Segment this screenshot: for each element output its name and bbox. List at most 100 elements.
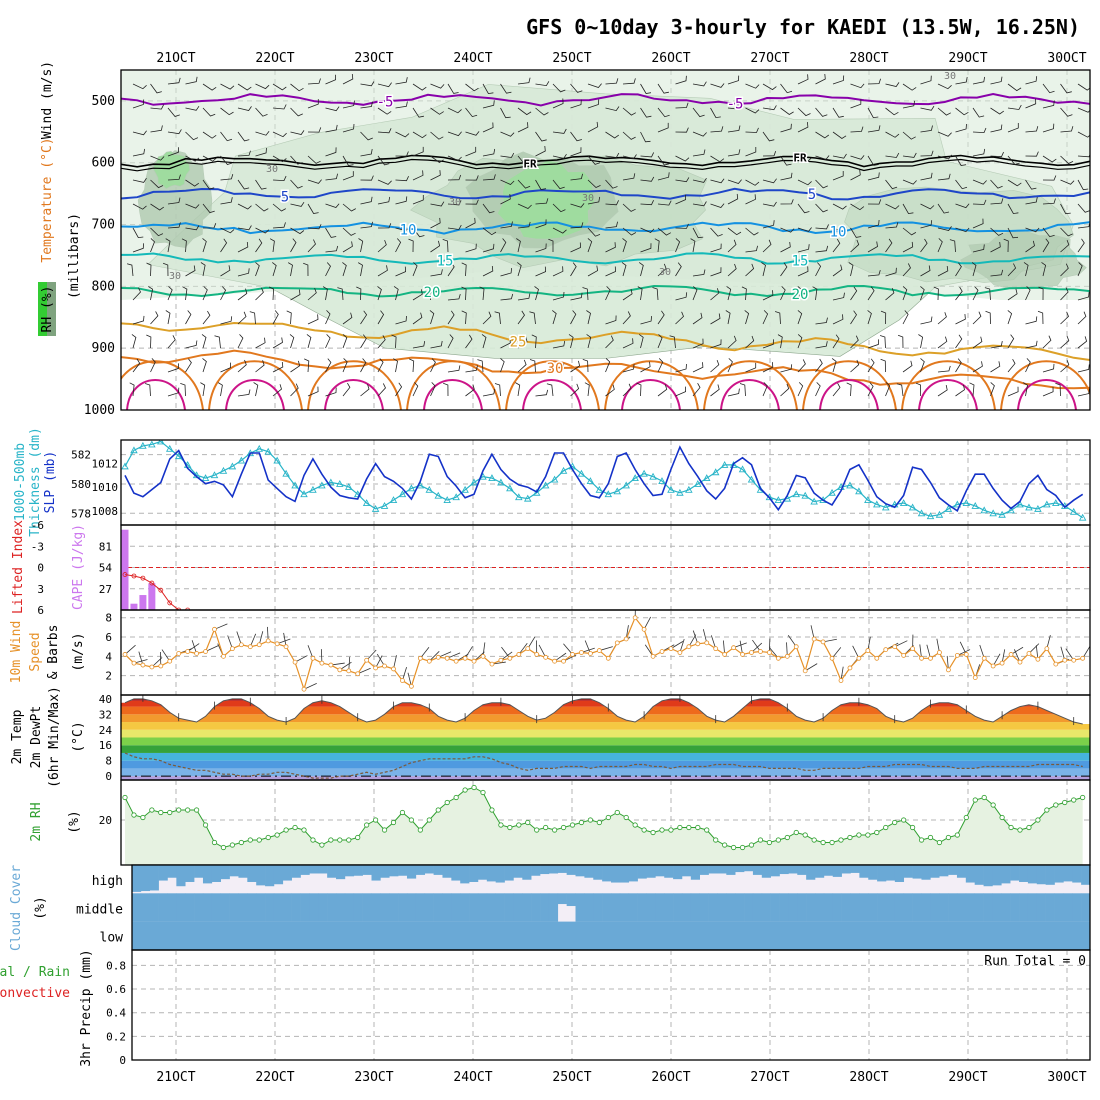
wind-barb <box>605 152 620 158</box>
wind-barb <box>846 382 852 397</box>
wind-barb <box>797 227 812 232</box>
wind-barb <box>867 172 880 181</box>
cloud-high-cell <box>717 865 727 874</box>
wind-barb <box>430 240 441 253</box>
wind-barb <box>985 310 991 325</box>
rh2m-point <box>202 822 209 828</box>
thickness-point <box>291 481 299 489</box>
wind-barb <box>657 155 670 166</box>
wind-barb <box>896 383 904 397</box>
rh2m-point <box>874 829 880 836</box>
cloud-high-cell <box>1001 865 1011 884</box>
wind-barb <box>150 227 164 237</box>
wind-barb <box>815 262 822 277</box>
rh2m-point <box>999 814 1005 821</box>
wind-barb <box>867 155 879 166</box>
wind-barb <box>990 76 1003 85</box>
wind-barb <box>605 242 616 253</box>
wind-barb <box>377 383 386 397</box>
wind-barb <box>165 310 171 325</box>
wind-barb <box>307 314 319 325</box>
wind-barb <box>780 262 788 277</box>
wind-barb <box>638 262 644 277</box>
cloud-middle-cell <box>965 893 975 922</box>
cape-bar <box>130 603 138 610</box>
wind10m-speed-point <box>337 667 343 673</box>
x-tick-label-bottom: 25OCT <box>552 1070 591 1085</box>
wind-barb <box>657 107 670 118</box>
rh2m-point <box>883 824 889 831</box>
thickness-point <box>515 493 523 501</box>
wind-barb <box>342 155 354 166</box>
x-tick-label-bottom: 30OCT <box>1047 1070 1086 1085</box>
wind-barb <box>972 199 987 205</box>
wind-barb <box>937 107 951 116</box>
thickness-point <box>389 496 398 504</box>
surface-temperature-loop <box>819 379 879 410</box>
wind-barb <box>447 200 462 206</box>
wind-barb <box>692 312 703 325</box>
rh2m-point <box>614 809 620 816</box>
wind-barb <box>885 131 900 138</box>
wind-barb <box>955 384 965 397</box>
wind-barb <box>517 107 532 116</box>
wind10m-speed-point <box>167 658 173 664</box>
cloud-middle-cell <box>868 893 878 922</box>
wind-barb <box>1022 382 1028 397</box>
cloud-middle-cell <box>247 893 257 922</box>
wind-barb <box>586 310 591 325</box>
cloud-middle-cell <box>566 893 576 907</box>
rh2m-point <box>1080 794 1086 801</box>
thickness-point <box>1016 500 1024 508</box>
thickness-point <box>855 487 863 495</box>
thickness-point <box>613 487 622 495</box>
temperature-contour-label: 30 <box>547 361 564 377</box>
rh2m-point <box>587 817 594 823</box>
cloud-high-cell <box>371 865 381 881</box>
wind-barb <box>337 287 344 301</box>
wind-barb <box>990 151 1004 158</box>
wind-barb <box>202 223 217 229</box>
rh2m-point <box>274 832 280 838</box>
wind-barb <box>1025 240 1035 253</box>
wind-barb <box>692 269 706 277</box>
rh2m-point <box>337 837 343 843</box>
lifted-index-point <box>122 572 128 577</box>
thickness-point <box>774 496 783 504</box>
wind-barb <box>797 266 809 277</box>
thickness-point <box>595 485 604 493</box>
wind-barb <box>920 265 931 277</box>
x-axis-top: 21OCT 22OCT 23OCT 24OCT 25OCT 26OCT 27OCT 28OCT… <box>156 51 1086 66</box>
wind10m-speed-point <box>605 655 611 661</box>
temperature-contour <box>121 187 1090 201</box>
temperature-contour-label: 20 <box>424 285 441 301</box>
cloud-high-cell <box>415 865 426 875</box>
wind-barb <box>1025 76 1038 85</box>
cloud-high-cell <box>602 865 612 882</box>
wind10m-speed-point <box>954 652 960 658</box>
wind-barb <box>636 382 642 397</box>
wind-barb <box>479 286 485 301</box>
wind-barb <box>430 269 443 277</box>
rh2m-point <box>704 827 710 833</box>
cloud-middle-cell <box>593 893 603 922</box>
wind-barb <box>692 81 707 87</box>
wind-barb <box>185 340 198 349</box>
wind10m-speed-point <box>802 668 808 674</box>
wind-barb <box>255 227 270 234</box>
cloud-middle-cell <box>548 893 559 922</box>
wind-barb <box>587 238 593 253</box>
wind-barb <box>955 262 962 277</box>
thickness-point <box>362 499 371 506</box>
wind-barb <box>622 78 636 85</box>
wind-barb <box>1060 287 1069 301</box>
rh2m-point <box>578 819 585 826</box>
wind-barb <box>500 268 512 277</box>
wind-barb <box>395 151 409 157</box>
wind-barb <box>395 238 402 253</box>
wind-barb <box>867 382 874 397</box>
wind-barb <box>920 286 925 301</box>
wind-barb <box>307 78 321 85</box>
wind-barb <box>200 382 206 397</box>
